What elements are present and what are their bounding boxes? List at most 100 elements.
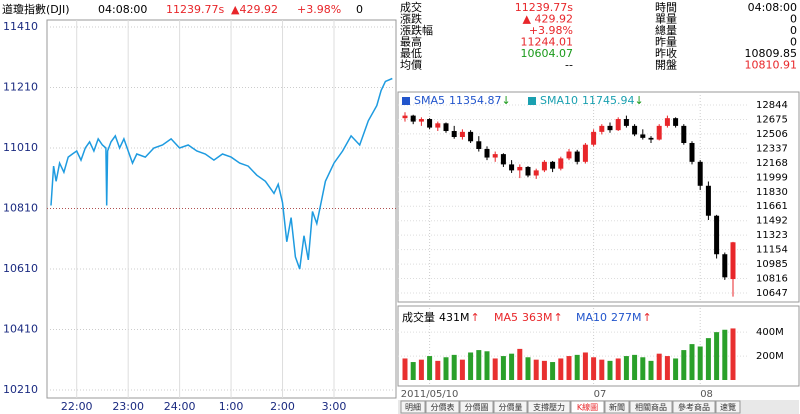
tab[interactable]	[425, 400, 460, 414]
quote-value: 0	[790, 36, 797, 49]
kline-frame	[397, 91, 800, 303]
candle-body	[615, 119, 621, 131]
tab-label[interactable]: 相關商品	[635, 402, 667, 412]
header-percent: +3.98%	[297, 3, 341, 16]
quote-value: 0	[790, 24, 797, 37]
indicator-label: SMA5	[414, 94, 445, 107]
volume-bar	[574, 354, 580, 380]
candle-body	[681, 125, 687, 143]
volume-bar	[427, 356, 433, 380]
candle-body	[640, 134, 646, 138]
y-tick-label: 200M	[756, 351, 784, 362]
y-tick-label: 11410	[3, 20, 38, 33]
tab[interactable]	[459, 400, 494, 414]
tab-label[interactable]: 支撐壓力	[533, 402, 565, 412]
volume-bar	[402, 358, 408, 380]
volume-bar	[730, 328, 736, 380]
tab-label[interactable]: K線圖	[577, 402, 598, 412]
candle-body	[492, 154, 498, 158]
tab-label[interactable]: 速覽	[720, 402, 736, 412]
volume-bar	[722, 329, 728, 380]
volume-bar	[459, 359, 465, 380]
x-tick-label: 22:00	[61, 400, 93, 413]
quote-value: 11244.01	[521, 36, 574, 49]
volume-bar	[673, 358, 679, 380]
tab-label[interactable]: 分價量	[499, 403, 523, 412]
candle-body	[632, 125, 638, 135]
candle-body	[541, 161, 547, 171]
indicator-label: 成交量	[402, 310, 435, 324]
y-tick-label: 12168	[756, 158, 788, 169]
quote-label: 總量	[655, 23, 677, 37]
tab-label[interactable]: 參考商品	[678, 402, 710, 412]
quote-label: 最低	[400, 47, 422, 60]
tab-label[interactable]: 分價表	[431, 402, 455, 412]
tab[interactable]	[604, 400, 630, 414]
volume-bar	[566, 356, 572, 380]
tab[interactable]	[715, 400, 741, 414]
quote-label: 昨收	[655, 46, 677, 60]
quote-label: 昨量	[655, 36, 677, 49]
candle-body	[574, 151, 580, 162]
tab-label[interactable]: 明細	[405, 402, 421, 412]
quote-label: 單量	[655, 13, 677, 26]
header-price: 11239.77s	[166, 3, 224, 16]
x-tick-label: 07	[594, 389, 607, 400]
candle-body	[459, 131, 465, 138]
y-tick-label: 12506	[756, 129, 788, 140]
candle-body	[468, 131, 474, 142]
tab[interactable]	[672, 400, 716, 414]
volume-bar	[582, 352, 588, 380]
candle-body	[410, 115, 416, 122]
candle-body	[705, 185, 711, 216]
tab[interactable]	[629, 400, 673, 414]
tab[interactable]	[527, 400, 571, 414]
y-tick-label: 10610	[3, 262, 38, 275]
tab-label[interactable]: 新聞	[609, 402, 625, 412]
volume-bar	[623, 356, 629, 380]
header-title: 道瓊指數(DJI)	[2, 2, 70, 16]
legend-swatch	[402, 97, 410, 105]
quote-value: --	[565, 59, 573, 72]
x-tick-label: 23:00	[112, 400, 144, 413]
volume-bar	[517, 348, 523, 380]
candle-body	[730, 242, 736, 280]
x-tick-label: 08	[700, 389, 713, 400]
volume-bar	[591, 357, 597, 380]
indicator-label: MA5	[494, 311, 518, 324]
candle-body	[697, 161, 703, 186]
volume-bar	[615, 358, 621, 380]
volume-bar	[451, 354, 457, 380]
tab[interactable]	[493, 400, 528, 414]
tab[interactable]	[400, 400, 426, 414]
volume-bar	[550, 362, 556, 380]
indicator-label: MA5 363M↑	[494, 311, 563, 324]
indicator-arrow: ↑	[471, 311, 480, 324]
candle-body	[673, 118, 679, 126]
indicator-label: MA10 277M↑	[576, 311, 652, 324]
x-tick-label: 2011/05/10	[401, 389, 459, 400]
volume-bar	[468, 352, 474, 380]
volume-bar	[689, 344, 695, 380]
volume-bar	[656, 353, 662, 380]
volume-bar	[509, 353, 515, 380]
volume-bar	[476, 350, 482, 380]
quote-value: 10604.07	[521, 47, 574, 60]
candle-body	[525, 166, 531, 176]
candle-body	[509, 164, 515, 171]
y-tick-label: 11323	[756, 230, 788, 241]
y-tick-label: 11492	[756, 216, 788, 227]
x-tick-label: 2:00	[270, 400, 295, 413]
candle-body	[714, 215, 720, 255]
x-tick-label: 3:00	[322, 400, 347, 413]
y-tick-label: 11999	[756, 172, 788, 183]
volume-bar	[714, 332, 720, 380]
candle-body	[623, 119, 629, 126]
candle-body	[435, 123, 441, 128]
y-tick-label: 12675	[756, 114, 788, 125]
indicator-arrow: ↓	[502, 94, 511, 107]
quote-label: 時間	[655, 1, 677, 14]
tab-label[interactable]: 分價圖	[465, 403, 489, 412]
tab[interactable]	[570, 400, 605, 414]
indicator-label: SMA5 11354.87↓	[414, 94, 511, 107]
